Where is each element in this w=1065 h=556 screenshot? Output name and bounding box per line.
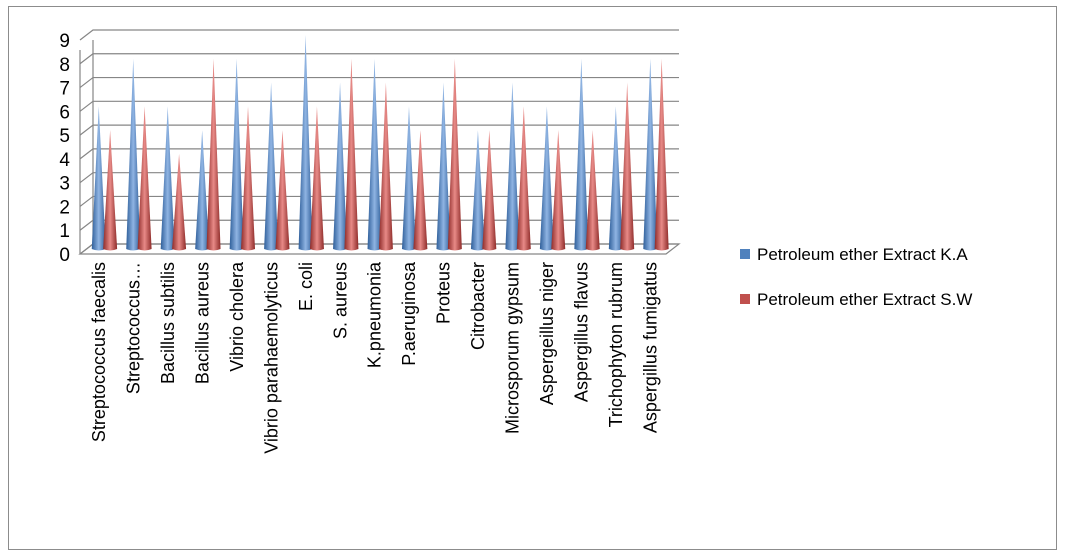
gridline xyxy=(79,100,679,112)
y-tick-label: 3 xyxy=(59,174,70,195)
gridlines xyxy=(79,29,679,255)
bar-sw xyxy=(275,130,290,251)
bar-sw xyxy=(241,106,256,251)
x-tick-label: K.pneumonia xyxy=(365,261,385,368)
legend-swatch-ka xyxy=(740,249,750,259)
x-tick-label: Aspergeillus niger xyxy=(537,262,557,405)
bar-sw xyxy=(551,130,566,251)
bar-ka xyxy=(229,58,244,251)
bar-ka xyxy=(264,82,279,251)
legend: Petroleum ether Extract K.A Petroleum eth… xyxy=(740,245,972,309)
legend-label-sw: Petroleum ether Extract S.W xyxy=(757,290,972,309)
y-tick-label: 8 xyxy=(59,55,70,76)
x-tick-label: Microsporum gypsum xyxy=(503,262,523,434)
bar-sw xyxy=(206,58,221,251)
bar-sw xyxy=(447,58,462,251)
bar-sw xyxy=(137,106,152,251)
x-axis-labels: Streptococcus faecalis Streptococcus… Baci… xyxy=(89,261,661,454)
x-tick-label: P.aeruginosa xyxy=(399,261,419,366)
x-tick-label: Vibrio cholera xyxy=(227,261,247,372)
legend-label-ka: Petroleum ether Extract K.A xyxy=(757,245,968,264)
bar-sw xyxy=(103,130,118,251)
bar-sw xyxy=(413,130,428,251)
gridline xyxy=(79,124,679,136)
y-tick-label: 2 xyxy=(59,197,70,218)
y-tick-label: 7 xyxy=(59,79,70,100)
y-tick-label: 6 xyxy=(59,102,70,123)
gridline xyxy=(79,195,679,207)
gridline xyxy=(79,76,679,89)
y-tick-label: 5 xyxy=(59,126,70,147)
bar-sw xyxy=(585,130,600,251)
x-tick-label: Proteus xyxy=(434,262,454,324)
x-tick-label: Streptococcus… xyxy=(123,262,143,394)
x-tick-label: Trichophyton rubrum xyxy=(606,262,626,427)
x-tick-label: Vibrio parahaemolyticus xyxy=(261,262,281,454)
x-tick-label: Aspergillus fumigatus xyxy=(640,262,660,433)
bar-ka xyxy=(91,106,106,251)
bar-sw xyxy=(344,58,359,251)
x-tick-label: Citrobacter xyxy=(468,262,488,350)
bar-ka xyxy=(643,58,658,251)
x-tick-label: Bacillus subtilis xyxy=(158,262,178,384)
gridline xyxy=(79,219,679,231)
chart-frame xyxy=(8,6,1057,550)
bar-sw xyxy=(620,82,635,251)
bar-ka xyxy=(401,106,416,251)
bar-sw xyxy=(309,106,324,251)
bar-sw xyxy=(172,153,187,251)
bar-sw xyxy=(378,82,393,251)
bar-sw xyxy=(516,106,531,251)
bar-ka xyxy=(505,82,520,251)
y-tick-label: 9 xyxy=(59,31,70,52)
gridline xyxy=(79,148,679,160)
y-tick-label: 4 xyxy=(59,150,70,171)
x-tick-label: E. coli xyxy=(296,262,316,311)
bar-ka xyxy=(333,82,348,251)
x-tick-label: S. aureus xyxy=(330,262,350,339)
gridline xyxy=(79,172,679,184)
x-tick-label: Aspergillus flavus xyxy=(572,262,592,402)
bar-ka xyxy=(574,58,589,251)
x-tick-label: Bacillus aureus xyxy=(192,262,212,384)
bar-ka xyxy=(367,58,382,251)
bar-ka xyxy=(160,106,175,251)
bars xyxy=(91,35,669,251)
bar-ka xyxy=(195,130,210,251)
bar-ka xyxy=(608,106,623,251)
bar-ka xyxy=(470,130,485,251)
bar-ka xyxy=(298,35,313,251)
bar-ka xyxy=(126,58,141,251)
bar-ka xyxy=(436,82,451,251)
x-tick-label: Streptococcus faecalis xyxy=(89,262,109,442)
bar-sw xyxy=(482,130,497,251)
y-tick-label: 0 xyxy=(59,245,70,266)
y-tick-label: 1 xyxy=(59,221,70,242)
bar-ka xyxy=(539,106,554,251)
legend-swatch-sw xyxy=(740,294,750,304)
bar-sw xyxy=(654,58,669,251)
gridline xyxy=(79,53,679,65)
gridline xyxy=(79,29,679,41)
